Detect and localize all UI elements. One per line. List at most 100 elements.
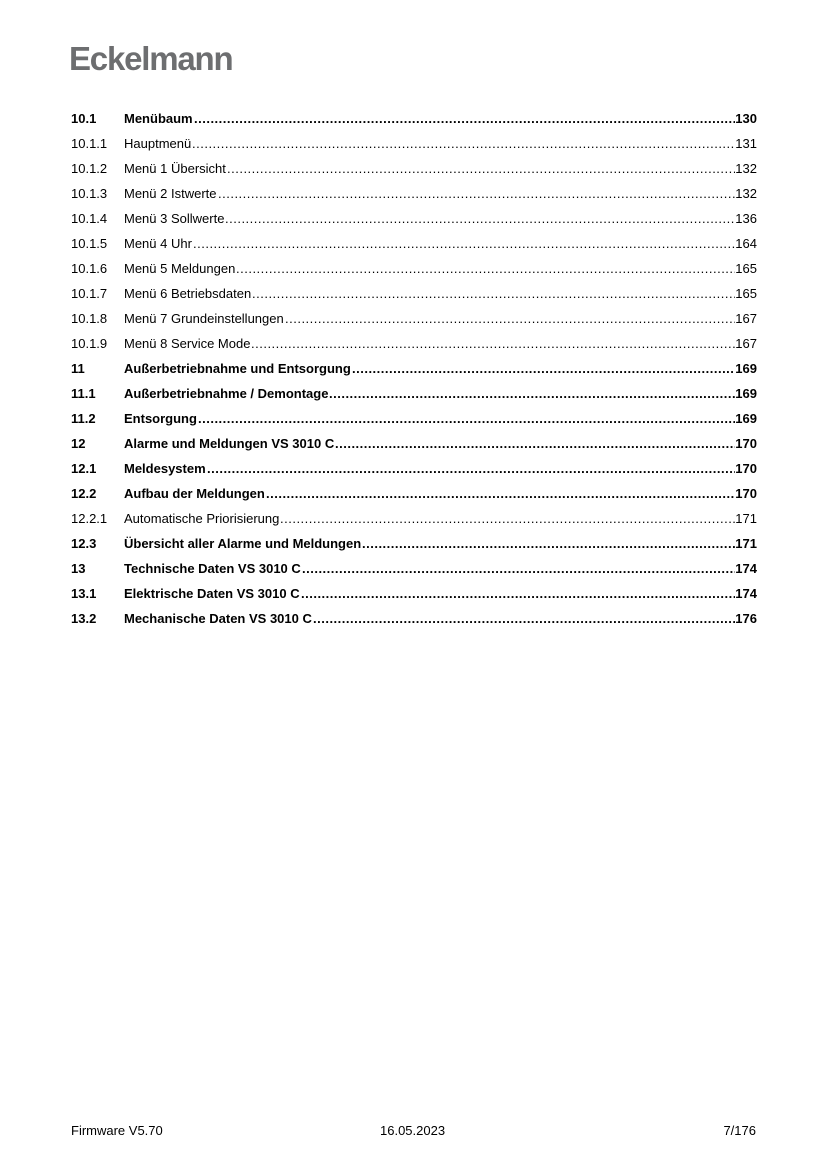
toc-entry-title-wrap: ........................................… (124, 160, 735, 178)
toc-entry-number: 10.1.1 (71, 136, 108, 151)
toc-entry-title-wrap: ........................................… (124, 185, 735, 203)
toc-entry[interactable]: 12.2....................................… (71, 485, 757, 510)
toc-entry-title-wrap: ........................................… (124, 260, 735, 278)
toc-entry-title: Menü 3 Sollwerte (124, 211, 225, 226)
toc-entry-title: Alarme und Meldungen VS 3010 C (124, 436, 335, 451)
toc-entry-title-wrap: ........................................… (124, 460, 735, 478)
toc-entry-title: Menü 1 Übersicht (124, 161, 226, 176)
toc-entry-number: 12.2 (71, 486, 97, 501)
footer-firmware: Firmware V5.70 (71, 1123, 163, 1138)
toc-entry-page: 170 (735, 436, 757, 451)
toc-entry[interactable]: 12.1....................................… (71, 460, 757, 485)
toc-entry[interactable]: 10.1....................................… (71, 110, 757, 135)
toc-entry-title: Menü 6 Betriebsdaten (124, 286, 252, 301)
toc-entry-number: 11.1 (71, 386, 96, 401)
toc-entry-number: 10.1 (71, 111, 97, 126)
toc-entry-title-wrap: ........................................… (124, 385, 735, 403)
toc-entry-page: 174 (735, 561, 757, 576)
toc-entry-page: 130 (735, 111, 757, 126)
toc-entry[interactable]: 10.1.6..................................… (71, 260, 757, 285)
toc-entry[interactable]: 11.2....................................… (71, 410, 757, 435)
toc-entry-number: 12.1 (71, 461, 97, 476)
toc-entry[interactable]: 10.1.3..................................… (71, 185, 757, 210)
toc-entry-title-wrap: ........................................… (124, 360, 735, 378)
dot-leader: ........................................… (280, 511, 736, 526)
toc-entry-page: 171 (735, 536, 757, 551)
toc-entry-title: Hauptmenü (124, 136, 192, 151)
toc-entry-page: 171 (735, 511, 757, 526)
dot-leader: ........................................… (352, 361, 735, 376)
toc-entry-number: 10.1.4 (71, 211, 108, 226)
toc-entry[interactable]: 12......................................… (71, 435, 757, 460)
toc-entry[interactable]: 10.1.8..................................… (71, 310, 757, 335)
dot-leader: ........................................… (252, 286, 735, 301)
toc-entry-page: 167 (735, 311, 757, 326)
dot-leader: ........................................… (198, 411, 736, 426)
toc-entry-title-wrap: ........................................… (124, 110, 735, 128)
toc-entry[interactable]: 10.1.1..................................… (71, 135, 757, 160)
toc-entry-title: Technische Daten VS 3010 C (124, 561, 301, 576)
toc-entry-title-wrap: ........................................… (124, 535, 735, 553)
toc-entry[interactable]: 12.3....................................… (71, 535, 757, 560)
toc-entry-title-wrap: ........................................… (124, 435, 735, 453)
toc-entry[interactable]: 12.2.1..................................… (71, 510, 757, 535)
toc-entry-title: Elektrische Daten VS 3010 C (124, 586, 300, 601)
toc-entry-title: Außerbetriebnahme / Demontage (124, 386, 329, 401)
toc-entry[interactable]: 11.1....................................… (71, 385, 757, 410)
dot-leader: ........................................… (225, 211, 735, 226)
toc-entry-page: 169 (735, 361, 757, 376)
dot-leader: ........................................… (193, 236, 735, 251)
toc-entry-page: 174 (735, 586, 757, 601)
toc-entry[interactable]: 11......................................… (71, 360, 757, 385)
toc-entry-title-wrap: ........................................… (124, 310, 735, 328)
toc-entry-title: Übersicht aller Alarme und Meldungen (124, 536, 362, 551)
toc-entry-title: Außerbetriebnahme und Entsorgung (124, 361, 351, 376)
toc-entry-page: 170 (735, 486, 757, 501)
toc-entry-title-wrap: ........................................… (124, 585, 735, 603)
toc-entry[interactable]: 13.1....................................… (71, 585, 757, 610)
toc-entry-page: 164 (735, 236, 757, 251)
toc-entry-title-wrap: ........................................… (124, 135, 735, 153)
dot-leader: ........................................… (251, 336, 735, 351)
toc-entry-page: 165 (735, 286, 757, 301)
toc-entry-title-wrap: ........................................… (124, 210, 735, 228)
eckelmann-logo: Eckelmann (69, 40, 234, 77)
toc-entry-title: Automatische Priorisierung (124, 511, 280, 526)
dot-leader: ........................................… (335, 436, 735, 451)
toc-entry-page: 131 (735, 136, 757, 151)
toc-entry-page: 165 (735, 261, 757, 276)
toc-entry-number: 10.1.8 (71, 311, 108, 326)
toc-entry-title-wrap: ........................................… (124, 610, 735, 628)
toc-entry[interactable]: 13......................................… (71, 560, 757, 585)
toc-entry-number: 13 (71, 561, 86, 576)
dot-leader: ........................................… (362, 536, 735, 551)
footer-page-number: 7/176 (723, 1123, 756, 1138)
toc-entry-page: 169 (735, 386, 757, 401)
dot-leader: ........................................… (207, 461, 735, 476)
dot-leader: ........................................… (329, 386, 736, 401)
toc-entry-number: 11 (71, 361, 85, 376)
toc-entry-page: 132 (735, 161, 757, 176)
toc-entry[interactable]: 10.1.9..................................… (71, 335, 757, 360)
toc-entry-number: 12.3 (71, 536, 97, 551)
toc-entry-number: 12 (71, 436, 86, 451)
toc-entry-number: 10.1.3 (71, 186, 108, 201)
toc-entry[interactable]: 10.1.4..................................… (71, 210, 757, 235)
dot-leader: ........................................… (236, 261, 735, 276)
toc-entry-title: Menü 5 Meldungen (124, 261, 236, 276)
toc-entry[interactable]: 10.1.2..................................… (71, 160, 757, 185)
toc-entry-number: 10.1.9 (71, 336, 108, 351)
toc-entry-title-wrap: ........................................… (124, 335, 735, 353)
dot-leader: ........................................… (194, 111, 735, 126)
toc-entry-page: 167 (735, 336, 757, 351)
toc-entry-page: 136 (735, 211, 757, 226)
dot-leader: ........................................… (192, 136, 735, 151)
toc-entry-number: 10.1.5 (71, 236, 108, 251)
toc-entry[interactable]: 10.1.7..................................… (71, 285, 757, 310)
toc-entry-title: Meldesystem (124, 461, 206, 476)
toc-entry-number: 10.1.2 (71, 161, 108, 176)
toc-entry[interactable]: 10.1.5..................................… (71, 235, 757, 260)
dot-leader: ........................................… (285, 311, 736, 326)
toc-entry-number: 12.2.1 (71, 511, 108, 526)
toc-entry[interactable]: 13.2....................................… (71, 610, 757, 635)
